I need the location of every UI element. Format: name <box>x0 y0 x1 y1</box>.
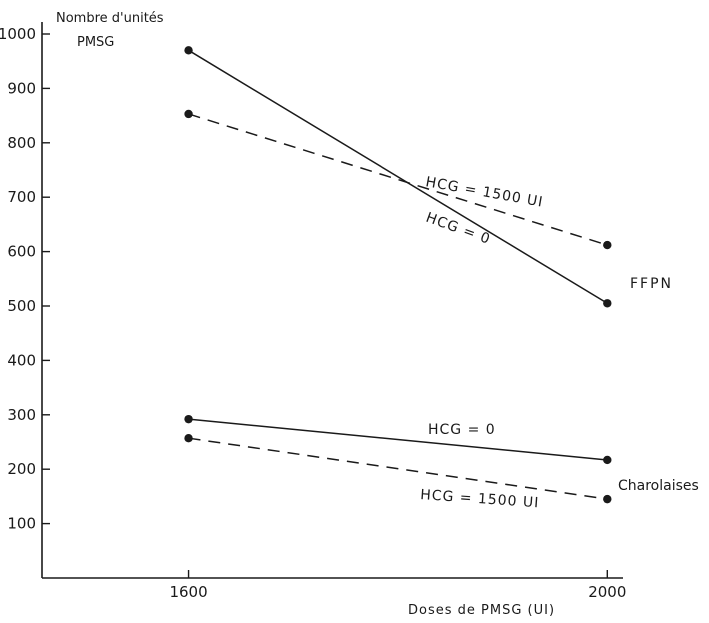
series-label-ffpn-hcg0: HCG = 0 <box>424 210 493 248</box>
y-tick-label-300: 300 <box>7 406 36 424</box>
data-point-1-0-0 <box>184 414 193 424</box>
data-point-0-1-1 <box>603 240 612 250</box>
data-point-0-0-0 <box>184 46 193 55</box>
group-label-ffpn: FFPN <box>630 276 673 292</box>
axes <box>41 22 623 579</box>
y-ticks: 100 200 300 400 500 600 700 800 900 1000 <box>0 25 50 533</box>
data-point-1-0-1 <box>603 455 612 465</box>
series-label-char-hcg1500: HCG = 1500 UI <box>420 487 540 511</box>
y-tick-label-400: 400 <box>7 351 36 369</box>
y-axis-label-line1: Nombre d'unités <box>56 11 164 26</box>
series-line-1-0 <box>188 418 608 461</box>
x-tick-label-1600: 1600 <box>169 583 207 601</box>
series-label-char-hcg0: HCG = 0 <box>428 422 496 438</box>
y-tick-label-700: 700 <box>7 188 36 206</box>
series-layer <box>184 46 612 504</box>
series-line-0-0 <box>188 49 608 304</box>
y-axis-label-line2: PMSG <box>77 35 114 50</box>
data-point-0-1-0 <box>184 109 193 119</box>
x-tick-label-2000: 2000 <box>588 583 626 601</box>
y-tick-label-900: 900 <box>7 79 36 97</box>
data-point-0-0-1 <box>603 299 612 308</box>
x-ticks: 1600 2000 <box>169 570 626 601</box>
y-tick-label-200: 200 <box>7 460 36 478</box>
x-axis-label: Doses de PMSG (UI) <box>408 603 555 618</box>
series-line-0-1 <box>188 113 608 246</box>
y-tick-label-800: 800 <box>7 134 36 152</box>
data-point-1-1-0 <box>184 433 193 443</box>
y-tick-label-1000: 1000 <box>0 25 36 43</box>
y-tick-label-600: 600 <box>7 243 36 261</box>
series-line-1-1 <box>188 437 608 500</box>
data-point-1-1-1 <box>603 494 612 504</box>
y-tick-label-500: 500 <box>7 297 36 315</box>
series-label-ffpn-hcg1500: HCG = 1500 UI <box>424 174 544 210</box>
y-tick-label-100: 100 <box>7 515 36 533</box>
group-label-charolaises: Charolaises <box>618 478 699 494</box>
